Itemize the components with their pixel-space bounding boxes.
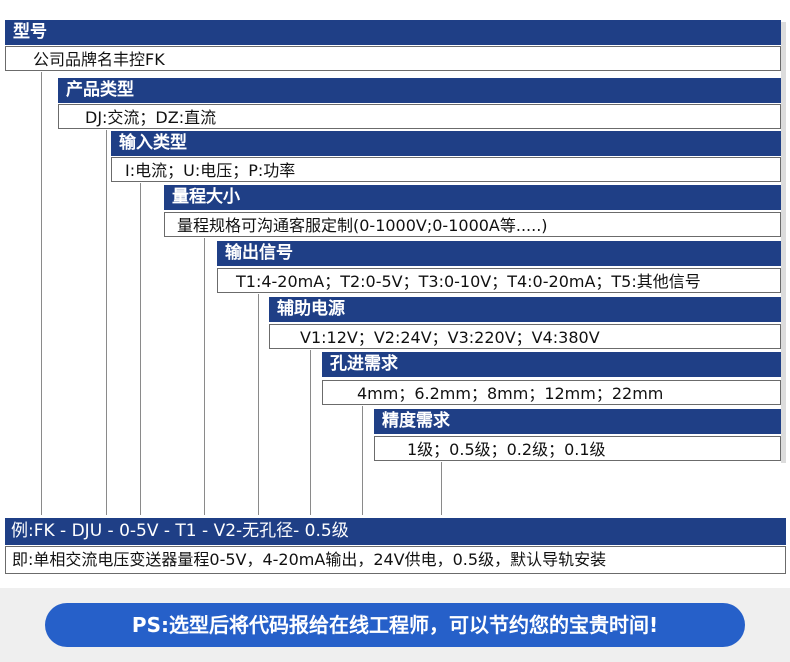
connector-line (362, 406, 363, 515)
connector-line (441, 462, 442, 515)
row-header-range: 量程大小 (164, 185, 781, 210)
row-header-model: 型号 (5, 20, 781, 45)
row-header-hole-size: 孔进需求 (322, 352, 781, 377)
row-header-aux-power: 辅助电源 (269, 297, 781, 322)
example-description: 即:单相交流电压变送器量程0-5V，4-20mA输出，24V供电，0.5级，默认… (5, 546, 786, 574)
row-value-input-type: I:电流；U:电压；P:功率 (111, 157, 781, 182)
row-value-output-signal: T1:4-20mA；T2:0-5V；T3:0-10V；T4:0-20mA；T5:… (217, 268, 781, 293)
connector-line (41, 72, 42, 515)
connector-line (106, 130, 107, 515)
row-header-product-type: 产品类型 (58, 78, 781, 103)
row-value-accuracy: 1级；0.5级；0.2级；0.1级 (374, 436, 781, 461)
row-value-hole-size: 4mm；6.2mm；8mm；12mm；22mm (322, 380, 781, 405)
row-value-aux-power: V1:12V；V2:24V；V3:220V；V4:380V (269, 324, 781, 349)
connector-line (204, 238, 205, 515)
row-header-accuracy: 精度需求 (374, 409, 781, 434)
connector-line (258, 294, 259, 515)
row-header-output-signal: 输出信号 (217, 241, 781, 266)
row-value-range: 量程规格可沟通客服定制(0-1000V;0-1000A等.....) (164, 212, 781, 237)
ps-banner: PS:选型后将代码报给在线工程师，可以节约您的宝贵时间! (45, 603, 745, 647)
table-shadow (781, 22, 786, 463)
row-value-product-type: DJ:交流；DZ:直流 (58, 104, 781, 129)
row-header-input-type: 输入类型 (111, 131, 781, 156)
row-value-model: 公司品牌名丰控FK (5, 46, 781, 71)
example-code: 例:FK - DJU - 0-5V - T1 - V2-无孔径- 0.5级 (5, 518, 786, 545)
connector-line (140, 183, 141, 515)
connector-line (310, 350, 311, 515)
